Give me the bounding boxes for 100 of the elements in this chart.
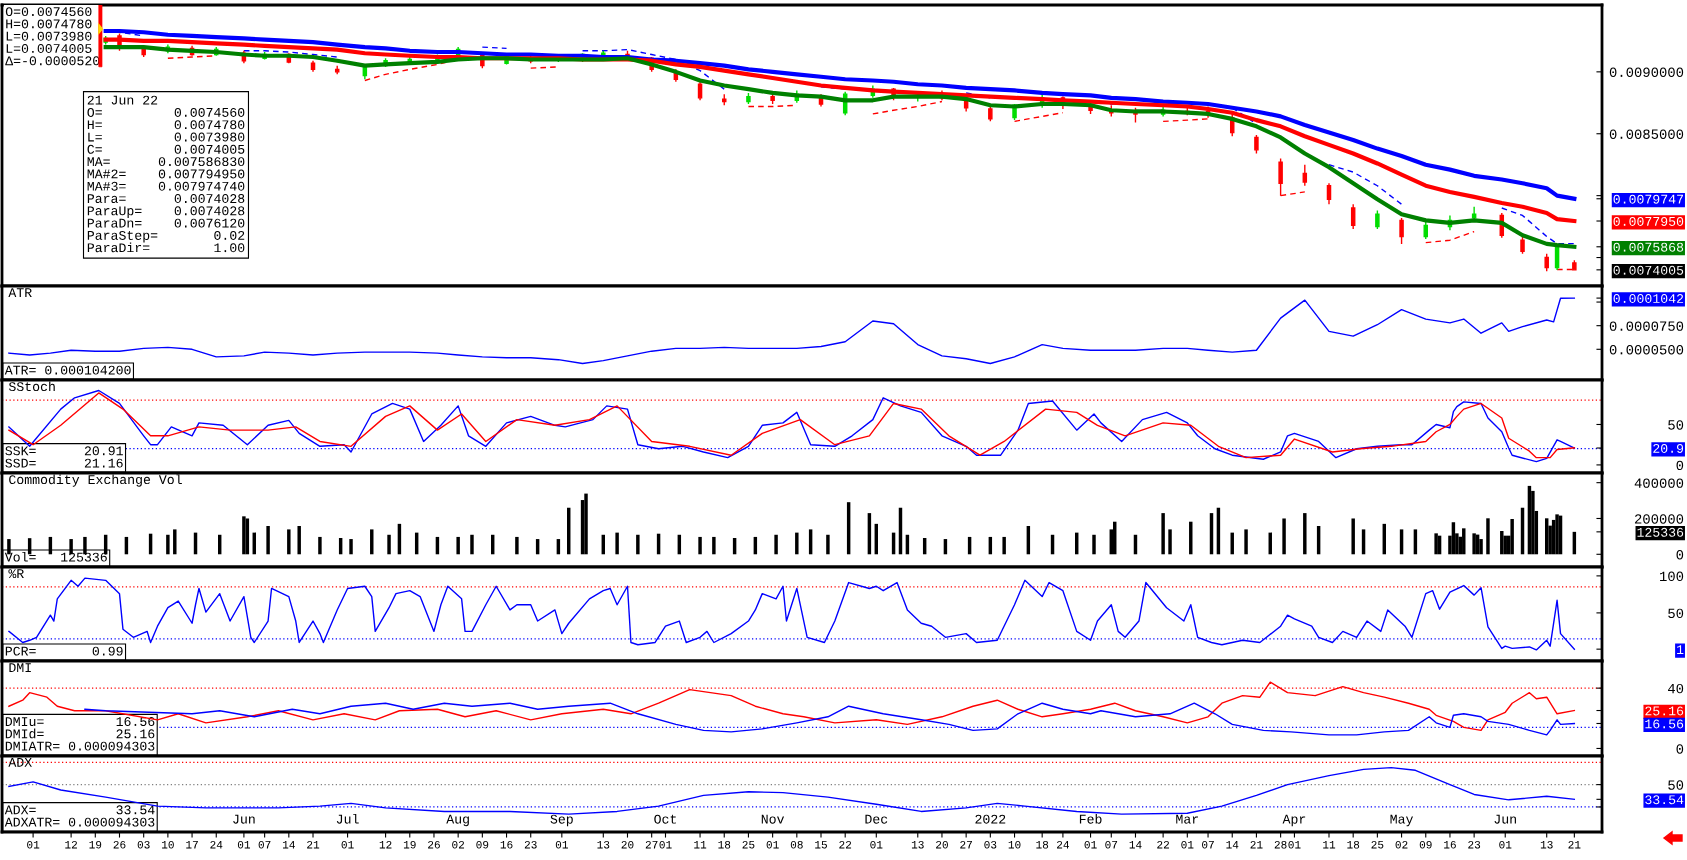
annotation: DMIu= 16.56 DMId= 25.16 DMIATR= 0.000094303 bbox=[5, 717, 155, 751]
chart-title: DMI bbox=[9, 663, 31, 672]
y-tick-label: 200000 bbox=[1634, 514, 1684, 524]
x-tick-label: 13 bbox=[1540, 840, 1553, 849]
x-tick-label: 03 bbox=[984, 840, 997, 849]
x-tick-label: 19 bbox=[403, 840, 416, 849]
y-tick-label: 20.9 bbox=[1653, 443, 1684, 453]
x-tick-label: 01 bbox=[1181, 840, 1194, 849]
x-tick-label: 26 bbox=[113, 840, 126, 849]
x-tick-label: 02 bbox=[452, 840, 465, 849]
x-tick-label: 23 bbox=[1468, 840, 1481, 849]
x-tick-label: 01 bbox=[341, 840, 354, 849]
y-tick-label: 0.0077950 bbox=[1613, 216, 1684, 226]
x-tick-label: 03 bbox=[137, 840, 150, 849]
y-tick-label: 0 bbox=[1676, 744, 1684, 754]
x2-tick-label: Oct bbox=[654, 814, 677, 824]
annotation: ADX= 33.54 ADXATR= 0.000094303 bbox=[4, 805, 155, 827]
y-tick-label: 40 bbox=[1668, 683, 1684, 694]
x-tick-label: 26 bbox=[428, 840, 440, 849]
x2-tick-label: 2022 bbox=[975, 814, 1006, 824]
x2-tick-label: Aug bbox=[446, 814, 469, 827]
x-tick-label: 01 bbox=[1288, 840, 1301, 849]
x-tick-label: 11 bbox=[1323, 841, 1336, 849]
x-tick-label: 19 bbox=[89, 840, 102, 849]
chart-title: Commodity Exchange Vol bbox=[9, 474, 182, 487]
annotation: PCR= 0.99 bbox=[5, 646, 123, 656]
x-tick-label: 16 bbox=[500, 840, 513, 849]
x-tick-label: 01 bbox=[659, 840, 672, 849]
x-tick-label: 01 bbox=[1499, 840, 1512, 849]
y-tick-label: 0.0079747 bbox=[1613, 194, 1683, 204]
x2-tick-label: Sep bbox=[550, 814, 573, 827]
chart-title: SStoch bbox=[8, 381, 55, 392]
x2-tick-label: Apr bbox=[1282, 814, 1306, 827]
x-tick-label: 01 bbox=[766, 840, 779, 849]
x-tick-label: 10 bbox=[162, 840, 174, 849]
x-tick-label: 17 bbox=[186, 841, 198, 849]
x-tick-label: 25 bbox=[1371, 840, 1384, 849]
x2-tick-label: Jun bbox=[1494, 814, 1516, 824]
y-tick-label: 16.56 bbox=[1645, 719, 1684, 729]
chart-title: ADX bbox=[8, 758, 32, 767]
y-tick-label: 0 bbox=[1676, 550, 1684, 560]
x-tick-label: 22 bbox=[839, 840, 852, 849]
x-tick-label: 13 bbox=[597, 840, 610, 849]
y-tick-label: 0.0075868 bbox=[1613, 242, 1684, 252]
annotation: Vol= 125336 bbox=[4, 551, 107, 562]
y-tick-label: 50 bbox=[1668, 780, 1684, 790]
y-tick-label: 125336 bbox=[1637, 527, 1684, 537]
y-tick-label: 0.0001042 bbox=[1613, 294, 1684, 303]
annotation: ATR= 0.000104200 bbox=[4, 365, 131, 375]
y-tick-label: 50 bbox=[1668, 420, 1684, 430]
x-tick-label: 01 bbox=[27, 840, 40, 849]
x-tick-label: 07 bbox=[1202, 840, 1214, 849]
x-tick-label: 21 bbox=[307, 840, 320, 849]
chart-title: %R bbox=[8, 569, 24, 579]
x-tick-label: 18 bbox=[718, 840, 731, 849]
y-tick-label: 0.0000750 bbox=[1609, 321, 1684, 331]
x2-tick-label: Dec bbox=[865, 814, 888, 824]
y-tick-label: 0.0085000 bbox=[1609, 129, 1684, 139]
x-tick-label: 20 bbox=[621, 840, 634, 849]
x-tick-label: 21 bbox=[1568, 840, 1581, 849]
y-tick-label: 0.0074005 bbox=[1613, 265, 1684, 275]
y-tick-label: 400000 bbox=[1634, 478, 1684, 488]
x-tick-label: 23 bbox=[524, 840, 537, 849]
y-tick-label: 33.54 bbox=[1645, 795, 1684, 805]
x-tick-label: 12 bbox=[379, 840, 392, 849]
x-tick-label: 07 bbox=[258, 840, 271, 849]
x-tick-label: 01 bbox=[555, 840, 568, 849]
x-tick-label: 16 bbox=[1444, 840, 1456, 849]
x-tick-label: 09 bbox=[1419, 840, 1432, 849]
x-tick-label: 09 bbox=[476, 840, 489, 849]
x-tick-label: 01 bbox=[870, 840, 883, 849]
y-tick-label: 0.0090000 bbox=[1609, 67, 1684, 78]
y-tick-label: 0 bbox=[1676, 460, 1684, 471]
x-tick-label: 14 bbox=[1226, 841, 1239, 849]
x-tick-label: 15 bbox=[815, 841, 827, 849]
x-tick-label: 28 bbox=[1274, 840, 1287, 849]
x-tick-label: 21 bbox=[1250, 840, 1263, 849]
x-tick-label: 08 bbox=[790, 840, 803, 849]
x-tick-label: 11 bbox=[694, 841, 707, 849]
x-tick-label: 07 bbox=[1105, 840, 1118, 849]
x-tick-label: 20 bbox=[936, 840, 948, 849]
y-tick-label: 50 bbox=[1668, 608, 1684, 619]
x-tick-label: 25 bbox=[742, 840, 755, 849]
x2-tick-label: Mar bbox=[1176, 814, 1198, 824]
y-tick-label: 25.16 bbox=[1645, 706, 1684, 716]
x-tick-label: 27 bbox=[960, 840, 972, 849]
x-tick-label: 18 bbox=[1036, 840, 1049, 849]
annotation: SSK= 20.91 SSD= 21.16 bbox=[5, 446, 123, 468]
x-tick-label: 24 bbox=[210, 840, 223, 849]
y-tick-label: 1 bbox=[1677, 645, 1684, 654]
x2-tick-label: May bbox=[1390, 814, 1414, 827]
y-tick-label: 100 bbox=[1660, 571, 1684, 582]
x-tick-label: 13 bbox=[911, 840, 924, 849]
x-tick-label: 27 bbox=[645, 840, 658, 849]
x-tick-label: 02 bbox=[1395, 840, 1408, 849]
x-tick-label: 10 bbox=[1008, 840, 1021, 849]
x-tick-label: 14 bbox=[1129, 841, 1142, 849]
y-tick-label: 0.0000500 bbox=[1609, 345, 1684, 355]
x2-tick-label: Jul bbox=[336, 813, 359, 824]
x-tick-label: 22 bbox=[1157, 840, 1169, 849]
